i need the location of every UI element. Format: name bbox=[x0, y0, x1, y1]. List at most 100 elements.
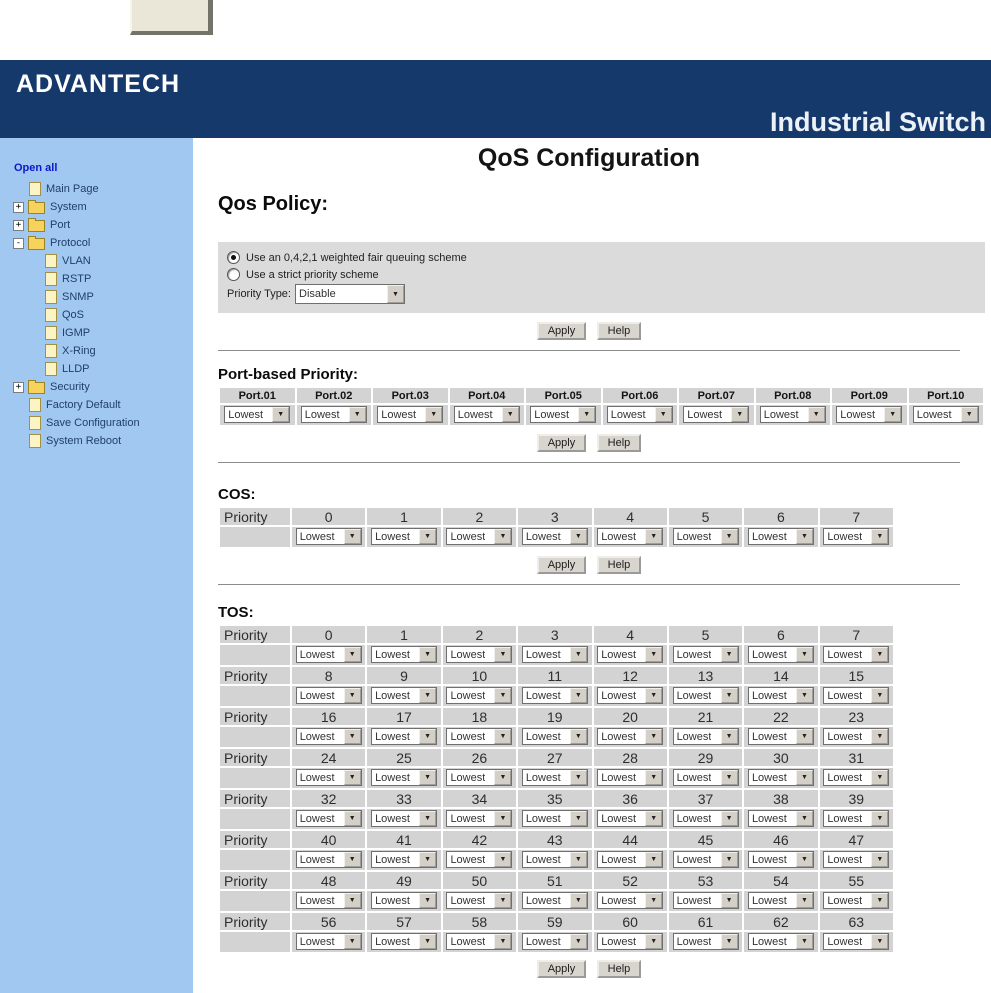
priority-select[interactable]: Lowest ▼ bbox=[597, 528, 664, 546]
sidebar-item-vlan[interactable]: VLAN bbox=[0, 252, 193, 270]
priority-select[interactable]: Lowest ▼ bbox=[597, 933, 664, 951]
sidebar-item-save-configuration[interactable]: Save Configuration bbox=[0, 414, 193, 432]
priority-select[interactable]: Lowest ▼ bbox=[446, 646, 513, 664]
priority-select[interactable]: Lowest ▼ bbox=[371, 933, 438, 951]
sidebar-item-qos[interactable]: QoS bbox=[0, 306, 193, 324]
tos-help-button[interactable]: Help bbox=[596, 960, 642, 978]
priority-select[interactable]: Lowest ▼ bbox=[606, 406, 673, 424]
priority-select[interactable]: Lowest ▼ bbox=[446, 892, 513, 910]
priority-select[interactable]: Lowest ▼ bbox=[295, 810, 362, 828]
priority-select[interactable]: Lowest ▼ bbox=[377, 406, 444, 424]
expand-plus-icon[interactable]: + bbox=[13, 219, 24, 231]
priority-select[interactable]: Lowest ▼ bbox=[747, 528, 814, 546]
priority-select[interactable]: Lowest ▼ bbox=[597, 769, 664, 787]
collapse-minus-icon[interactable]: - bbox=[13, 237, 24, 249]
priority-select[interactable]: Lowest ▼ bbox=[672, 933, 739, 951]
expand-plus-icon[interactable]: + bbox=[13, 381, 24, 393]
sidebar-item-lldp[interactable]: LLDP bbox=[0, 360, 193, 378]
priority-select[interactable]: Lowest ▼ bbox=[446, 528, 513, 546]
priority-select[interactable]: Lowest ▼ bbox=[823, 810, 890, 828]
priority-select[interactable]: Lowest ▼ bbox=[836, 406, 903, 424]
priority-select[interactable]: Lowest ▼ bbox=[672, 810, 739, 828]
priority-select[interactable]: Lowest ▼ bbox=[823, 851, 890, 869]
wfq-radio-button[interactable] bbox=[227, 251, 240, 264]
priority-select[interactable]: Lowest ▼ bbox=[747, 892, 814, 910]
sidebar-item-system-reboot[interactable]: System Reboot bbox=[0, 432, 193, 450]
cropped-popup-button[interactable] bbox=[130, 0, 213, 35]
priority-select[interactable]: Lowest ▼ bbox=[747, 646, 814, 664]
cos-help-button[interactable]: Help bbox=[596, 556, 642, 574]
priority-select[interactable]: Lowest ▼ bbox=[446, 687, 513, 705]
priority-select[interactable]: Lowest ▼ bbox=[747, 769, 814, 787]
sidebar-item-igmp[interactable]: IGMP bbox=[0, 324, 193, 342]
priority-select[interactable]: Lowest ▼ bbox=[672, 646, 739, 664]
priority-select[interactable]: Lowest ▼ bbox=[823, 528, 890, 546]
priority-select[interactable]: Lowest ▼ bbox=[453, 406, 520, 424]
priority-select[interactable]: Lowest ▼ bbox=[597, 687, 664, 705]
priority-select[interactable]: Lowest ▼ bbox=[371, 728, 438, 746]
open-all-link[interactable]: Open all bbox=[14, 162, 58, 174]
port-help-button[interactable]: Help bbox=[596, 434, 642, 452]
priority-select[interactable]: Lowest ▼ bbox=[295, 892, 362, 910]
priority-select[interactable]: Lowest ▼ bbox=[823, 892, 890, 910]
policy-help-button[interactable]: Help bbox=[596, 322, 642, 340]
priority-select[interactable]: Lowest ▼ bbox=[521, 687, 588, 705]
priority-select[interactable]: Lowest ▼ bbox=[747, 933, 814, 951]
priority-select[interactable]: Lowest ▼ bbox=[371, 851, 438, 869]
sidebar-item-x-ring[interactable]: X-Ring bbox=[0, 342, 193, 360]
sidebar-item-security[interactable]: + Security bbox=[0, 378, 193, 396]
priority-type-select[interactable]: Disable ▼ bbox=[295, 284, 405, 304]
priority-select[interactable]: Lowest ▼ bbox=[823, 769, 890, 787]
priority-select[interactable]: Lowest ▼ bbox=[912, 406, 979, 424]
priority-select[interactable]: Lowest ▼ bbox=[521, 892, 588, 910]
priority-select[interactable]: Lowest ▼ bbox=[597, 646, 664, 664]
priority-select[interactable]: Lowest ▼ bbox=[371, 687, 438, 705]
priority-select[interactable]: Lowest ▼ bbox=[295, 851, 362, 869]
sidebar-item-protocol[interactable]: - Protocol bbox=[0, 234, 193, 252]
priority-select[interactable]: Lowest ▼ bbox=[371, 528, 438, 546]
priority-select[interactable]: Lowest ▼ bbox=[672, 528, 739, 546]
priority-select[interactable]: Lowest ▼ bbox=[295, 769, 362, 787]
priority-select[interactable]: Lowest ▼ bbox=[371, 892, 438, 910]
priority-select[interactable]: Lowest ▼ bbox=[823, 687, 890, 705]
priority-select[interactable]: Lowest ▼ bbox=[597, 892, 664, 910]
sidebar-item-rstp[interactable]: RSTP bbox=[0, 270, 193, 288]
priority-select[interactable]: Lowest ▼ bbox=[823, 646, 890, 664]
priority-select[interactable]: Lowest ▼ bbox=[295, 528, 362, 546]
priority-select[interactable]: Lowest ▼ bbox=[295, 933, 362, 951]
priority-select[interactable]: Lowest ▼ bbox=[597, 810, 664, 828]
priority-select[interactable]: Lowest ▼ bbox=[672, 687, 739, 705]
priority-select[interactable]: Lowest ▼ bbox=[521, 810, 588, 828]
priority-select[interactable]: Lowest ▼ bbox=[747, 810, 814, 828]
priority-select[interactable]: Lowest ▼ bbox=[446, 769, 513, 787]
priority-select[interactable]: Lowest ▼ bbox=[371, 810, 438, 828]
priority-select[interactable]: Lowest ▼ bbox=[446, 728, 513, 746]
policy-apply-button[interactable]: Apply bbox=[536, 322, 587, 340]
priority-select[interactable]: Lowest ▼ bbox=[521, 528, 588, 546]
priority-select[interactable]: Lowest ▼ bbox=[295, 728, 362, 746]
priority-select[interactable]: Lowest ▼ bbox=[672, 892, 739, 910]
priority-select[interactable]: Lowest ▼ bbox=[446, 933, 513, 951]
strict-radio-button[interactable] bbox=[227, 268, 240, 281]
priority-select[interactable]: Lowest ▼ bbox=[446, 810, 513, 828]
sidebar-item-factory-default[interactable]: Factory Default bbox=[0, 396, 193, 414]
priority-select[interactable]: Lowest ▼ bbox=[300, 406, 367, 424]
priority-select[interactable]: Lowest ▼ bbox=[521, 851, 588, 869]
priority-select[interactable]: Lowest ▼ bbox=[747, 851, 814, 869]
priority-select[interactable]: Lowest ▼ bbox=[521, 728, 588, 746]
priority-select[interactable]: Lowest ▼ bbox=[295, 646, 362, 664]
priority-select[interactable]: Lowest ▼ bbox=[371, 646, 438, 664]
priority-select[interactable]: Lowest ▼ bbox=[530, 406, 597, 424]
priority-select[interactable]: Lowest ▼ bbox=[747, 687, 814, 705]
port-apply-button[interactable]: Apply bbox=[536, 434, 587, 452]
priority-select[interactable]: Lowest ▼ bbox=[672, 728, 739, 746]
sidebar-item-port[interactable]: + Port bbox=[0, 216, 193, 234]
priority-select[interactable]: Lowest ▼ bbox=[747, 728, 814, 746]
sidebar-item-snmp[interactable]: SNMP bbox=[0, 288, 193, 306]
priority-select[interactable]: Lowest ▼ bbox=[371, 769, 438, 787]
priority-select[interactable]: Lowest ▼ bbox=[759, 406, 826, 424]
priority-select[interactable]: Lowest ▼ bbox=[295, 687, 362, 705]
priority-select[interactable]: Lowest ▼ bbox=[672, 769, 739, 787]
priority-select[interactable]: Lowest ▼ bbox=[823, 933, 890, 951]
priority-select[interactable]: Lowest ▼ bbox=[823, 728, 890, 746]
